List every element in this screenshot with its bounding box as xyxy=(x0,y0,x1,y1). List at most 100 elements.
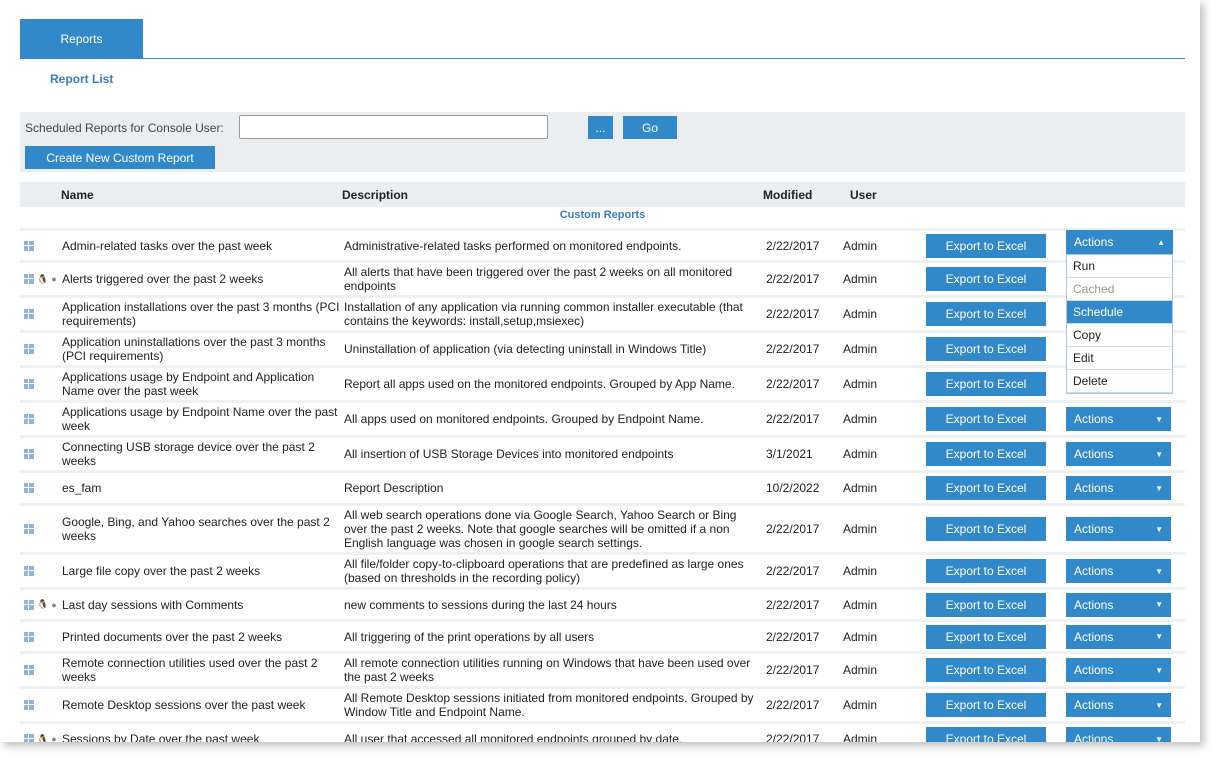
windows-icon xyxy=(24,599,34,610)
os-icons xyxy=(20,483,62,493)
actions-button[interactable]: Actions ▼ xyxy=(1066,693,1171,717)
windows-icon xyxy=(24,483,34,493)
windows-icon xyxy=(24,309,34,319)
report-name: es_fam xyxy=(62,481,102,495)
actions-button[interactable]: Actions ▼ xyxy=(1066,592,1171,617)
report-modified: 2/22/2017 xyxy=(766,564,820,578)
windows-icon xyxy=(24,524,34,534)
linux-icon: 🐧 xyxy=(37,599,49,609)
windows-icon xyxy=(24,344,34,354)
create-report-button[interactable]: Create New Custom Report xyxy=(25,146,215,169)
actions-label: Actions xyxy=(1074,412,1114,426)
export-excel-button[interactable]: Export to Excel xyxy=(926,658,1046,682)
report-user: Admin xyxy=(843,447,878,461)
export-excel-button[interactable]: Export to Excel xyxy=(926,517,1046,541)
menu-item-cached[interactable]: Cached xyxy=(1067,278,1172,301)
apple-icon: ● xyxy=(51,274,57,284)
menu-item-copy[interactable]: Copy xyxy=(1067,324,1172,347)
col-modified[interactable]: Modified xyxy=(763,188,813,202)
export-excel-button[interactable]: Export to Excel xyxy=(926,372,1046,396)
caret-down-icon: ▼ xyxy=(1155,700,1163,710)
report-user: Admin xyxy=(843,698,878,712)
report-user: Admin xyxy=(843,481,878,495)
actions-button[interactable]: Actions ▼ xyxy=(1066,658,1171,682)
report-description: All user that accessed all monitored end… xyxy=(344,732,683,742)
table-row: Remote Desktop sessions over the past we… xyxy=(20,686,1185,721)
actions-button[interactable]: Actions ▼ xyxy=(1066,476,1171,500)
report-modified: 2/22/2017 xyxy=(766,342,820,356)
tab-reports[interactable]: Reports xyxy=(20,19,143,59)
report-name: Last day sessions with Comments xyxy=(62,597,244,612)
console-user-label: Scheduled Reports for Console User: xyxy=(25,121,224,135)
console-user-input[interactable] xyxy=(239,115,548,139)
actions-label: Actions xyxy=(1074,698,1114,712)
report-name: Remote Desktop sessions over the past we… xyxy=(62,698,306,712)
col-description[interactable]: Description xyxy=(342,188,409,202)
actions-label: Actions xyxy=(1074,235,1114,249)
actions-button[interactable]: Actions ▼ xyxy=(1066,442,1171,466)
report-name: Large file copy over the past 2 weeks xyxy=(62,564,261,578)
menu-item-edit[interactable]: Edit xyxy=(1067,347,1172,370)
export-excel-button[interactable]: Export to Excel xyxy=(926,476,1046,500)
report-name: Admin-related tasks over the past week xyxy=(62,238,273,253)
table-row: 🐧 ● Last day sessions with Comments new c… xyxy=(20,587,1185,619)
apple-icon: ● xyxy=(51,599,57,610)
report-description: All web search operations done via Googl… xyxy=(344,508,737,550)
actions-dropdown-open[interactable]: Actions ▲ xyxy=(1066,230,1173,254)
export-excel-button[interactable]: Export to Excel xyxy=(926,624,1046,649)
menu-item-run[interactable]: Run xyxy=(1067,255,1172,278)
export-excel-button[interactable]: Export to Excel xyxy=(926,302,1046,326)
page-title: Report List xyxy=(50,72,114,86)
menu-item-delete[interactable]: Delete xyxy=(1067,370,1172,393)
os-icons: 🐧 ● xyxy=(20,734,62,742)
report-description: All triggering of the print operations b… xyxy=(344,629,595,644)
menu-item-schedule[interactable]: Schedule xyxy=(1067,301,1172,324)
col-name[interactable]: Name xyxy=(61,188,94,202)
table-row: Google, Bing, and Yahoo searches over th… xyxy=(20,503,1185,552)
report-name: Google, Bing, and Yahoo searches over th… xyxy=(62,515,330,543)
report-user: Admin xyxy=(843,732,878,742)
windows-icon xyxy=(24,700,34,710)
export-excel-button[interactable]: Export to Excel xyxy=(926,337,1046,361)
report-user: Admin xyxy=(843,564,878,578)
report-modified: 10/2/2022 xyxy=(766,481,820,495)
actions-button[interactable]: Actions ▼ xyxy=(1066,559,1171,583)
report-modified: 2/22/2017 xyxy=(766,522,820,536)
os-icons xyxy=(20,414,62,424)
export-excel-button[interactable]: Export to Excel xyxy=(926,727,1046,742)
windows-icon xyxy=(24,665,34,675)
caret-down-icon: ▼ xyxy=(1155,600,1163,609)
export-excel-button[interactable]: Export to Excel xyxy=(926,233,1046,258)
report-modified: 3/1/2021 xyxy=(766,447,813,461)
report-name: Application installations over the past … xyxy=(62,300,340,328)
browse-button[interactable]: ... xyxy=(588,116,613,139)
report-modified: 2/22/2017 xyxy=(766,307,820,321)
table-row: Applications usage by Endpoint Name over… xyxy=(20,400,1185,435)
table-row: Application installations over the past … xyxy=(20,295,1185,330)
report-user: Admin xyxy=(843,663,878,677)
report-description: Uninstallation of application (via detec… xyxy=(344,342,707,356)
filter-panel: Scheduled Reports for Console User: ... … xyxy=(20,112,1185,172)
col-user[interactable]: User xyxy=(850,188,877,202)
table-row: Applications usage by Endpoint and Appli… xyxy=(20,365,1185,400)
actions-button[interactable]: Actions ▼ xyxy=(1066,517,1171,541)
export-excel-button[interactable]: Export to Excel xyxy=(926,267,1046,291)
export-excel-button[interactable]: Export to Excel xyxy=(926,559,1046,583)
caret-down-icon: ▼ xyxy=(1155,632,1163,641)
go-button[interactable]: Go xyxy=(623,116,677,139)
export-excel-button[interactable]: Export to Excel xyxy=(926,407,1046,431)
actions-label: Actions xyxy=(1074,447,1114,461)
group-custom-reports: Custom Reports xyxy=(559,209,646,221)
report-user: Admin xyxy=(843,377,878,391)
actions-button[interactable]: Actions ▼ xyxy=(1066,407,1171,431)
report-modified: 2/22/2017 xyxy=(766,698,820,712)
export-excel-button[interactable]: Export to Excel xyxy=(926,693,1046,717)
os-icons xyxy=(20,631,62,642)
export-excel-button[interactable]: Export to Excel xyxy=(926,442,1046,466)
report-description: Administrative-related tasks performed o… xyxy=(344,238,682,253)
table-row: Remote connection utilities used over th… xyxy=(20,651,1185,686)
actions-button[interactable]: Actions ▼ xyxy=(1066,624,1171,649)
report-description: All insertion of USB Storage Devices int… xyxy=(344,447,674,461)
actions-button[interactable]: Actions ▼ xyxy=(1066,727,1171,742)
export-excel-button[interactable]: Export to Excel xyxy=(926,592,1046,617)
